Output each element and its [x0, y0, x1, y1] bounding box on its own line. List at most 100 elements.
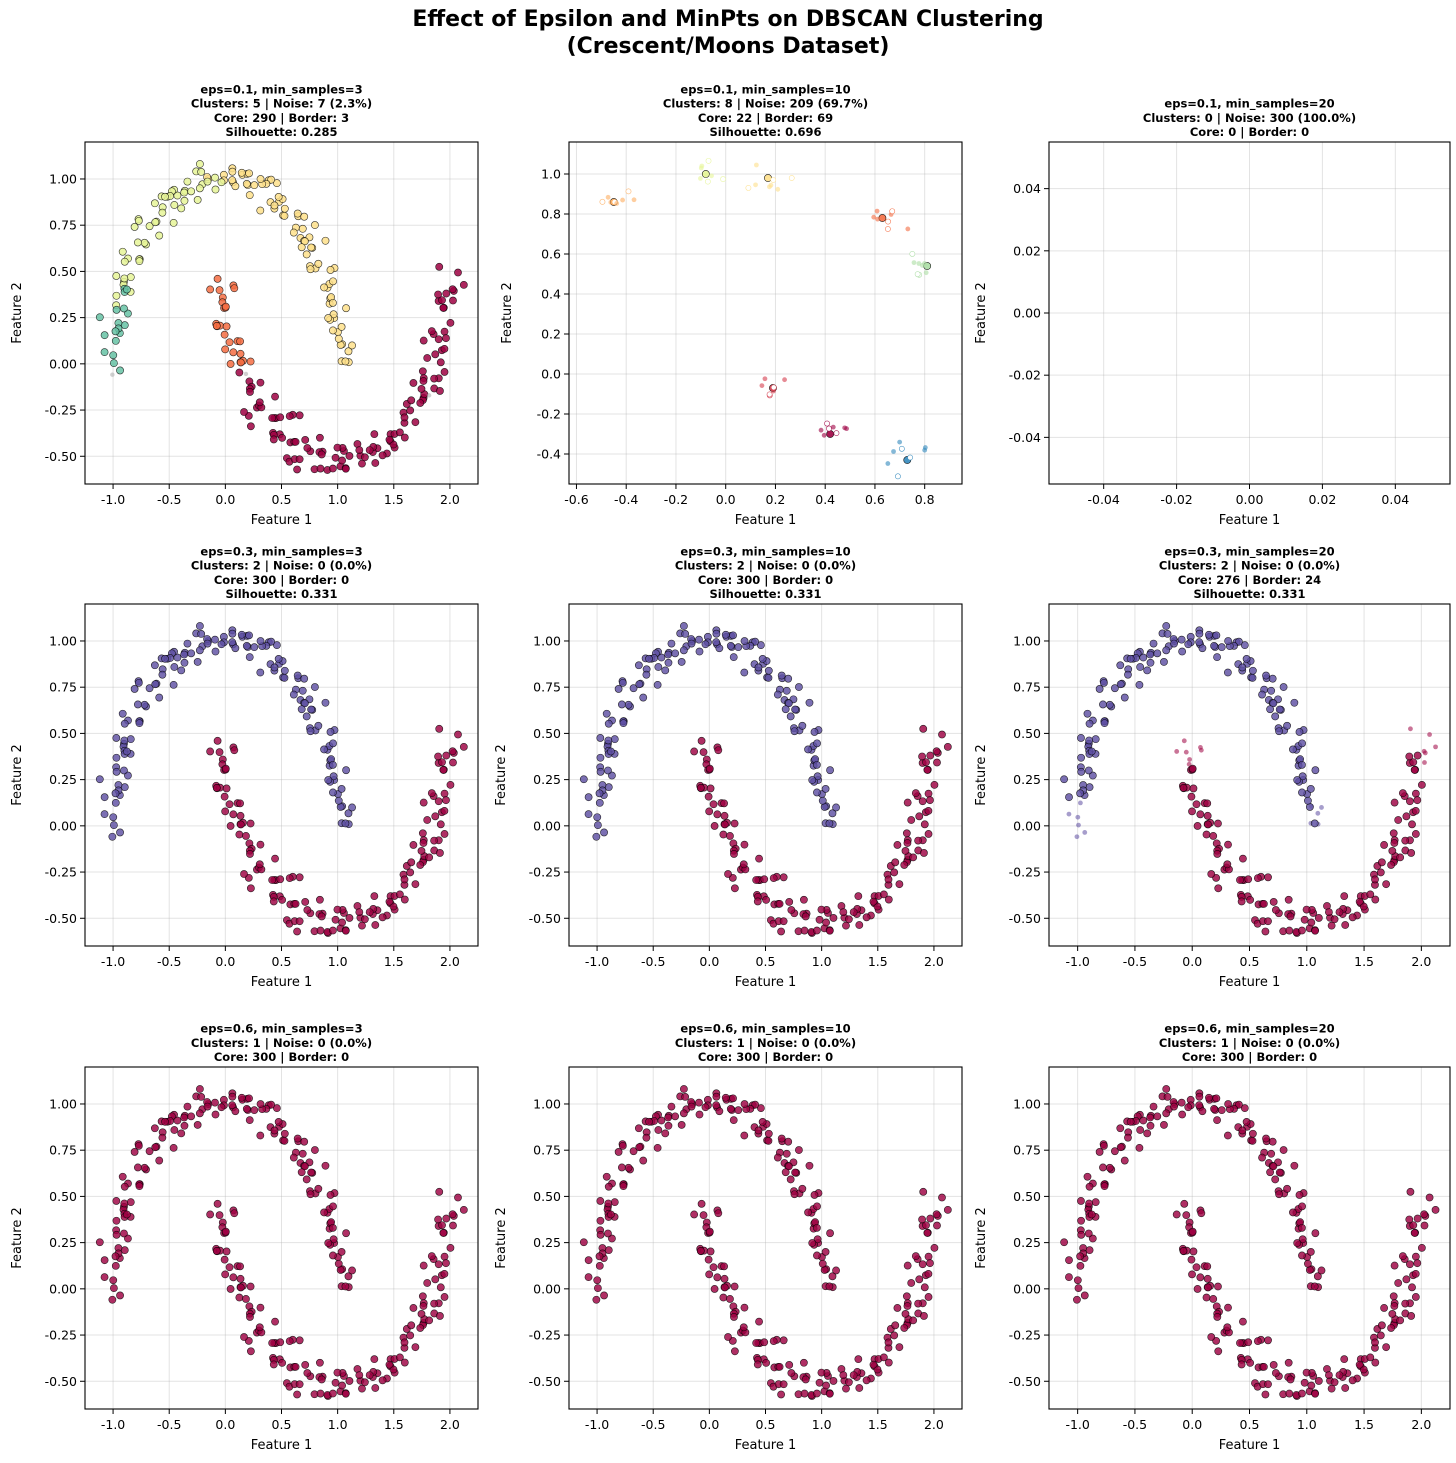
- data-point: [1389, 1292, 1398, 1301]
- data-point: [256, 668, 265, 677]
- subplot-title-line: Core: 300 | Border: 0: [698, 573, 833, 587]
- data-point: [228, 167, 237, 176]
- y-tick-label: 0.4: [541, 287, 561, 302]
- figure-title-line-1: Effect of Epsilon and MinPts on DBSCAN C…: [412, 7, 1044, 32]
- data-point: [729, 1116, 738, 1125]
- data-point: [1376, 868, 1385, 877]
- data-point: [1188, 1227, 1197, 1236]
- data-point: [902, 1292, 911, 1301]
- data-point: [130, 685, 139, 693]
- data-point: [1279, 683, 1288, 691]
- data-point: [1076, 789, 1085, 798]
- data-point: [1376, 1331, 1385, 1340]
- data-point: [400, 433, 409, 442]
- data-point: [250, 1106, 259, 1115]
- data-point: [699, 748, 708, 757]
- data-point: [890, 868, 899, 877]
- x-tick-label: 1.0: [328, 492, 348, 507]
- data-point: [155, 693, 164, 702]
- data-point: [1405, 752, 1414, 761]
- y-tick-label: 0.75: [1013, 680, 1041, 695]
- data-point: [905, 226, 911, 232]
- data-point: [110, 372, 115, 377]
- data-point: [1335, 1371, 1344, 1380]
- data-point: [1182, 1211, 1191, 1220]
- data-point: [256, 840, 265, 849]
- data-point: [667, 639, 676, 648]
- data-point: [712, 638, 721, 647]
- data-point: [291, 437, 300, 446]
- data-point: [1105, 700, 1114, 709]
- data-point: [777, 1134, 786, 1143]
- data-point: [100, 1273, 109, 1282]
- data-point: [818, 427, 824, 433]
- data-point: [924, 830, 933, 838]
- data-point: [95, 313, 104, 322]
- data-point: [300, 1162, 309, 1171]
- data-point: [338, 1381, 347, 1390]
- subplot-title-line: Clusters: 1 | Noise: 0 (0.0%): [675, 1036, 856, 1050]
- x-tick-label: -0.5: [157, 954, 181, 969]
- data-point: [901, 1310, 910, 1318]
- data-point: [236, 1262, 244, 1271]
- data-point: [133, 700, 142, 709]
- data-point: [579, 1238, 588, 1247]
- data-point: [752, 1339, 761, 1347]
- scatter-points: [1060, 1085, 1440, 1400]
- data-point: [1074, 834, 1080, 840]
- data-point: [759, 383, 765, 388]
- data-point: [1213, 850, 1222, 858]
- data-point: [135, 1182, 144, 1191]
- data-point: [221, 1270, 230, 1279]
- data-point: [1248, 1136, 1257, 1145]
- data-point: [245, 1094, 253, 1103]
- data-point: [1085, 719, 1094, 728]
- data-point: [321, 236, 330, 245]
- data-point: [679, 622, 688, 630]
- data-point: [714, 1209, 723, 1218]
- data-point: [1425, 1193, 1434, 1202]
- data-point: [341, 926, 350, 935]
- data-point: [112, 305, 121, 314]
- x-tick-label: 2.0: [1411, 1417, 1431, 1432]
- data-point: [842, 1384, 850, 1393]
- data-point: [302, 712, 311, 721]
- data-point: [246, 388, 254, 396]
- data-point: [1195, 1101, 1204, 1110]
- data-point: [1427, 732, 1432, 737]
- data-point: [355, 1371, 364, 1379]
- data-point: [1085, 1182, 1094, 1191]
- data-point: [256, 637, 265, 645]
- data-point: [329, 1235, 338, 1244]
- data-point: [120, 719, 129, 728]
- data-point: [1406, 1187, 1415, 1196]
- data-point: [924, 1293, 933, 1301]
- data-point: [228, 1092, 237, 1101]
- data-point: [195, 184, 204, 193]
- data-point: [212, 783, 221, 792]
- y-tick-label: 0.25: [533, 772, 561, 787]
- y-tick-label: 0.25: [49, 1235, 77, 1250]
- data-point: [1271, 1369, 1280, 1377]
- data-point: [1202, 1293, 1211, 1302]
- data-point: [1268, 674, 1277, 683]
- data-point: [1174, 749, 1180, 754]
- data-point: [1207, 1333, 1216, 1341]
- data-point: [221, 302, 230, 311]
- data-point: [584, 810, 593, 819]
- data-point: [358, 459, 366, 468]
- x-tick-label: -1.0: [101, 492, 125, 507]
- data-point: [701, 640, 710, 649]
- data-point: [654, 663, 663, 671]
- data-point: [629, 1147, 638, 1156]
- x-tick-label: 1.5: [384, 492, 404, 507]
- data-point: [933, 1221, 941, 1230]
- data-point: [804, 1208, 812, 1217]
- y-tick-label: -0.04: [1009, 430, 1041, 445]
- data-point: [1411, 789, 1420, 798]
- data-point: [914, 271, 921, 278]
- data-point: [1271, 906, 1280, 914]
- data-point: [839, 1371, 848, 1379]
